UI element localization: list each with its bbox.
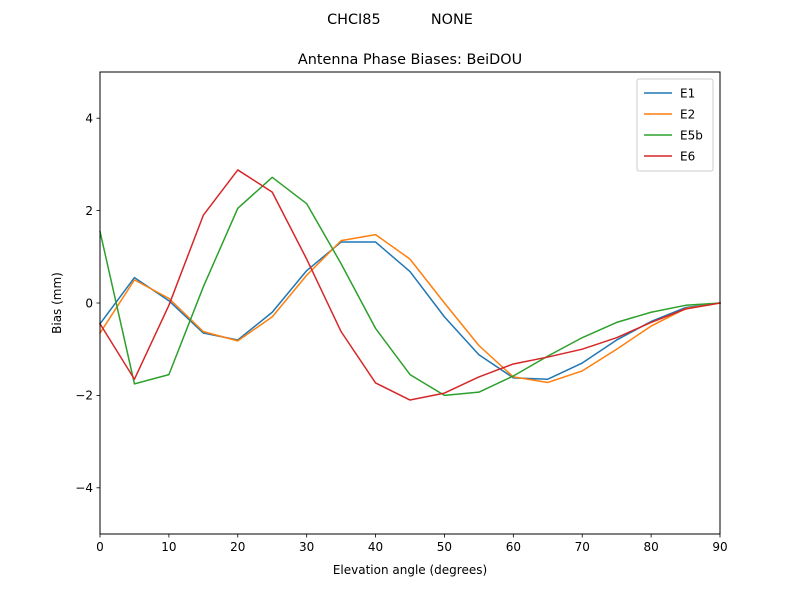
chart-suptitle: CHCI85 NONE <box>327 12 473 28</box>
legend-box <box>636 78 714 172</box>
y-axis-label: Bias (mm) <box>50 272 64 334</box>
legend-label: E2 <box>680 107 695 121</box>
series-line-e5b <box>99 176 721 397</box>
chart-title: Antenna Phase Biases: BeiDOU <box>298 52 522 68</box>
x-tick-label: 30 <box>299 540 314 554</box>
x-axis-label: Elevation angle (degrees) <box>333 563 487 577</box>
x-tick-label: 90 <box>712 540 727 554</box>
x-tick-label: 80 <box>643 540 658 554</box>
y-tick-label: −2 <box>75 389 93 403</box>
plot-frame <box>99 71 721 535</box>
legend-label: E6 <box>680 149 695 163</box>
x-tick-label: 0 <box>96 540 104 554</box>
legend-label: E5b <box>680 128 703 142</box>
series-line-e6 <box>98 169 721 401</box>
plot-area <box>98 71 721 535</box>
y-tick-label: 4 <box>85 112 93 126</box>
x-axis: 0 10 20 30 40 50 60 70 80 90 <box>96 534 728 554</box>
series-line-e2 <box>98 233 721 384</box>
x-tick-label: 60 <box>506 540 521 554</box>
y-tick-label: 0 <box>85 296 93 310</box>
x-tick-label: 20 <box>230 540 245 554</box>
y-tick-label: −4 <box>75 481 93 495</box>
legend-label: E1 <box>680 86 695 100</box>
y-axis: −4 −2 0 2 4 <box>75 112 100 495</box>
x-tick-label: 70 <box>575 540 590 554</box>
legend: E1 E2 E5b E6 <box>636 78 714 172</box>
y-tick-label: 2 <box>85 204 93 218</box>
x-tick-label: 40 <box>368 540 383 554</box>
series-line-e1 <box>98 241 721 380</box>
x-tick-label: 10 <box>161 540 176 554</box>
x-tick-label: 50 <box>437 540 452 554</box>
